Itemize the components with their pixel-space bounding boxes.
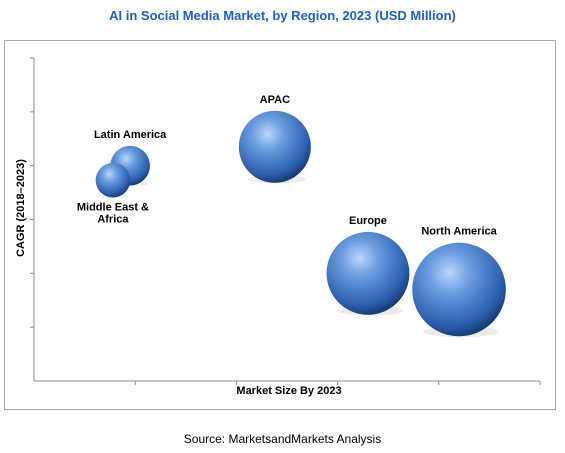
source-note: Source: MarketsandMarkets Analysis — [183, 432, 382, 446]
bubble-apac — [238, 110, 311, 183]
bubble-label-north-america: North America — [421, 226, 497, 238]
y-axis-title: CAGR (2018–2023) — [15, 159, 27, 257]
bubble-label-middle-east-africa: Middle East & — [77, 201, 149, 213]
bubble-label-middle-east-africa: Africa — [97, 213, 129, 225]
bubble-label-apac: APAC — [260, 94, 290, 106]
bubble-europe — [326, 231, 410, 315]
chart-title: AI in Social Media Market, by Region, 20… — [109, 8, 456, 23]
chart-frame — [4, 40, 556, 410]
bubble-north-america — [412, 242, 506, 337]
bubble-middle-east-africa — [95, 162, 131, 198]
bubble-label-europe: Europe — [349, 215, 387, 227]
x-axis-title: Market Size By 2023 — [236, 385, 341, 397]
bubble-label-latin-america: Latin America — [94, 129, 167, 141]
